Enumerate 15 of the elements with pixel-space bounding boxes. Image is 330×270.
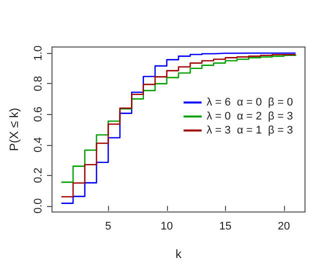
legend-label: λ = 6 α = 0 β = 0 <box>206 96 293 108</box>
x-tick-label: 15 <box>219 220 232 232</box>
legend-label: λ = 3 α = 1 β = 3 <box>206 124 293 136</box>
x-tick-label: 5 <box>105 220 112 232</box>
y-tick-label: 0.0 <box>32 198 44 214</box>
x-axis-title: k <box>176 247 182 261</box>
legend-label: λ = 0 α = 2 β = 3 <box>206 110 293 122</box>
x-tick-label: 20 <box>278 220 290 232</box>
y-tick-label: 0.2 <box>32 168 44 183</box>
x-tick-label: 10 <box>160 220 173 232</box>
y-axis-title: P(X ≤ k) <box>7 108 21 152</box>
y-tick-label: 0.6 <box>32 106 44 122</box>
y-tick-label: 0.4 <box>32 137 44 152</box>
y-tick-label: 0.8 <box>32 76 44 92</box>
y-tick-label: 1.0 <box>32 45 44 61</box>
